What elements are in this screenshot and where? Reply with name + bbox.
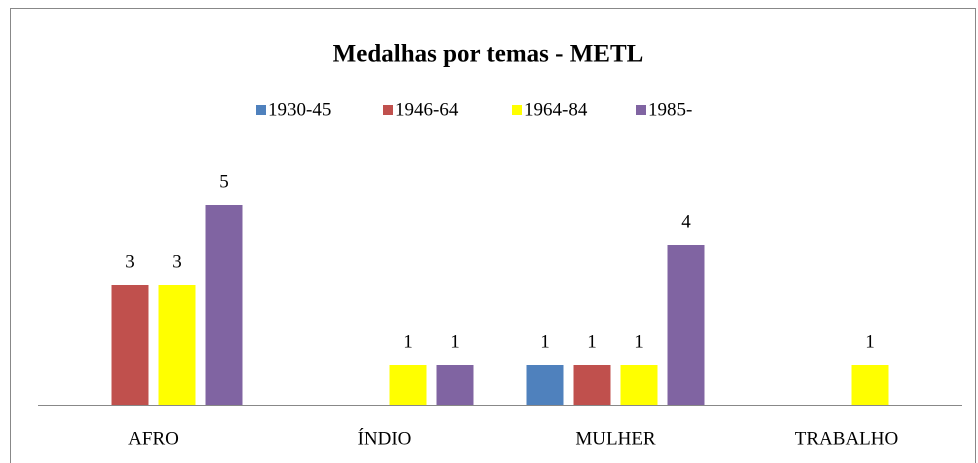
bar <box>851 365 889 405</box>
bar <box>158 285 196 405</box>
legend-swatch <box>383 105 393 115</box>
data-label: 1 <box>540 331 550 352</box>
data-label: 1 <box>634 331 644 352</box>
bar <box>667 245 705 405</box>
bar <box>573 365 611 405</box>
data-label: 3 <box>172 251 182 272</box>
legend-label: 1964-84 <box>524 99 588 120</box>
bar <box>620 365 658 405</box>
data-label: 1 <box>587 331 597 352</box>
x-tick-label: TRABALHO <box>795 428 898 449</box>
data-label: 3 <box>125 251 135 272</box>
chart-title: Medalhas por temas - METL <box>333 41 644 68</box>
bar <box>111 285 149 405</box>
x-tick-label: ÍNDIO <box>358 427 412 449</box>
legend-label: 1985- <box>648 99 692 120</box>
legend-swatch <box>512 105 522 115</box>
x-tick-label: AFRO <box>128 428 179 449</box>
data-label: 1 <box>865 331 875 352</box>
legend-label: 1946-64 <box>395 99 459 120</box>
legend-label: 1930-45 <box>268 99 331 120</box>
legend-swatch <box>256 105 266 115</box>
legend-swatch <box>636 105 646 115</box>
bar <box>436 365 474 405</box>
data-label: 5 <box>219 171 229 192</box>
data-label: 4 <box>681 211 691 232</box>
bar <box>526 365 564 405</box>
x-tick-label: MULHER <box>575 428 656 449</box>
chart-border <box>10 8 976 463</box>
bar <box>205 205 243 405</box>
data-label: 1 <box>403 331 413 352</box>
data-label: 1 <box>450 331 460 352</box>
bar <box>389 365 427 405</box>
